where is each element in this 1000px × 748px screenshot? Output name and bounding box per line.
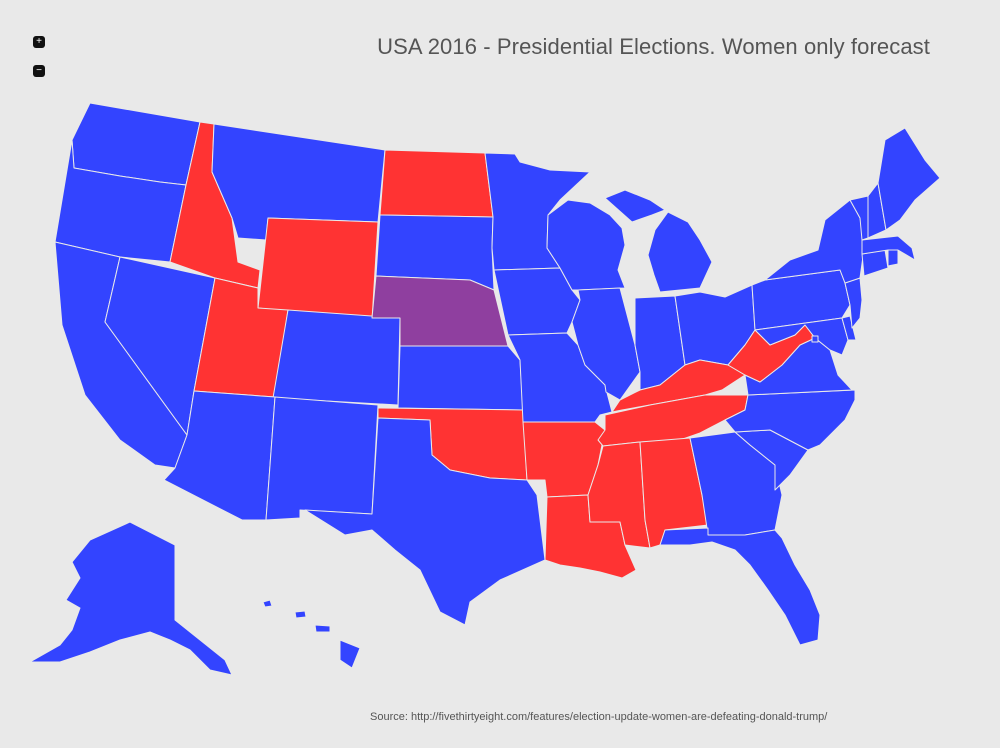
zoom-controls: + − xyxy=(33,36,47,94)
state-KY[interactable] xyxy=(611,359,746,413)
map-title: USA 2016 - Presidential Elections. Women… xyxy=(377,34,930,59)
state-KS[interactable] xyxy=(397,345,524,411)
state-AK[interactable] xyxy=(29,521,233,676)
state-HI[interactable] xyxy=(262,599,361,669)
state-CO[interactable] xyxy=(272,309,401,406)
state-IL[interactable] xyxy=(571,287,641,401)
state-MA[interactable] xyxy=(861,235,916,261)
state-MI[interactable] xyxy=(604,189,713,293)
state-ND[interactable] xyxy=(379,149,494,218)
state-DC[interactable] xyxy=(811,335,819,343)
source-note: Source: http://fivethirtyeight.com/featu… xyxy=(370,711,828,723)
state-TN[interactable] xyxy=(597,394,749,447)
state-WY[interactable] xyxy=(257,217,379,321)
zoom-out-button[interactable]: − xyxy=(33,65,45,77)
state-FL[interactable] xyxy=(659,527,821,646)
state-ME[interactable] xyxy=(877,127,941,231)
state-DE[interactable] xyxy=(841,315,857,341)
state-VT[interactable] xyxy=(849,195,869,241)
state-NC[interactable] xyxy=(724,389,856,451)
zoom-in-button[interactable]: + xyxy=(33,36,45,48)
state-NM[interactable] xyxy=(265,396,379,521)
state-RI[interactable] xyxy=(887,249,899,267)
state-WI[interactable] xyxy=(546,199,626,291)
state-NY[interactable] xyxy=(764,199,866,284)
state-TX[interactable] xyxy=(304,417,546,626)
